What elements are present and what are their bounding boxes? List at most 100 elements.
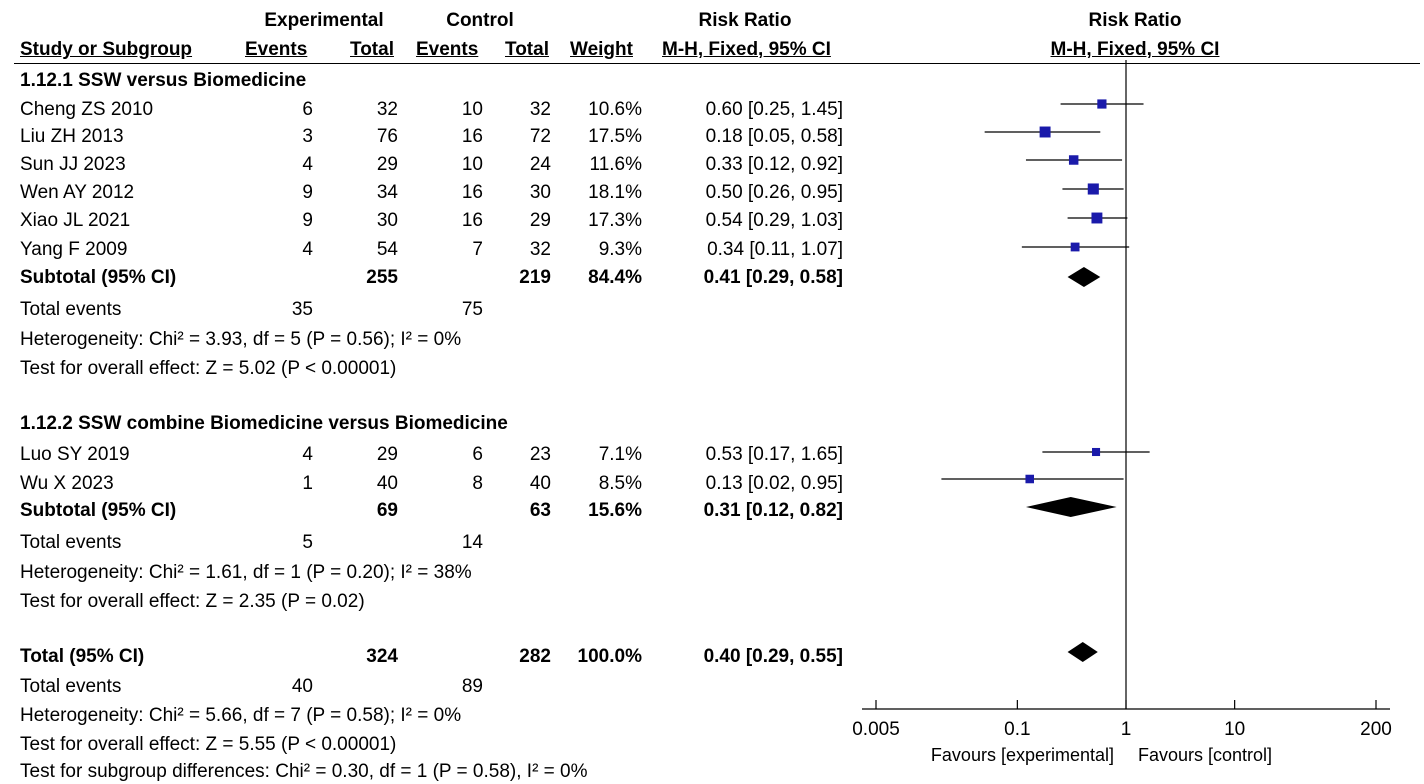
subtotal-weight: 84.4% bbox=[588, 267, 642, 288]
exp-events: 4 bbox=[302, 239, 313, 260]
subtotal-exp-total: 69 bbox=[376, 500, 398, 521]
exp-total: 40 bbox=[376, 473, 398, 494]
exp-events: 9 bbox=[302, 182, 313, 203]
heterogeneity: Heterogeneity: Chi² = 1.61, df = 1 (P = … bbox=[20, 562, 472, 583]
ctrl-total: 32 bbox=[529, 99, 551, 120]
header-experimental: Experimental bbox=[264, 10, 384, 31]
header-risk-ratio-plot: Risk Ratio bbox=[1088, 10, 1182, 31]
ctrl-events: 10 bbox=[461, 99, 483, 120]
total-events-ctrl: 14 bbox=[461, 532, 483, 553]
study-name: Cheng ZS 2010 bbox=[20, 99, 154, 120]
exp-events: 6 bbox=[302, 99, 313, 120]
header-method: M-H, Fixed, 95% CI bbox=[662, 39, 831, 60]
total-ctrl-total: 282 bbox=[519, 646, 551, 667]
effect-square bbox=[1091, 212, 1103, 224]
total-events-ctrl: 89 bbox=[461, 676, 483, 697]
pooled-diamond bbox=[1067, 267, 1101, 287]
x-axis-tick-label: 200 bbox=[1360, 719, 1392, 740]
overall-effect: Test for overall effect: Z = 5.55 (P < 0… bbox=[20, 734, 397, 755]
effect-square bbox=[1097, 99, 1107, 109]
study-name: Wen AY 2012 bbox=[20, 182, 135, 203]
header-risk-ratio: Risk Ratio bbox=[698, 10, 792, 31]
effect-square bbox=[1092, 447, 1101, 457]
ctrl-events: 6 bbox=[472, 444, 483, 465]
total-events-label: Total events bbox=[20, 299, 122, 320]
subtotal-ctrl-total: 219 bbox=[519, 267, 551, 288]
ctrl-total: 23 bbox=[529, 444, 551, 465]
header-ctrl-total: Total bbox=[505, 39, 549, 60]
total-events-label: Total events bbox=[20, 676, 122, 697]
ctrl-events: 16 bbox=[461, 126, 483, 147]
pooled-diamond bbox=[1067, 642, 1098, 662]
exp-events: 1 bbox=[302, 473, 313, 494]
pooled-diamond bbox=[1025, 497, 1117, 517]
exp-total: 54 bbox=[376, 239, 398, 260]
risk-ratio-ci: 0.54 [0.29, 1.03] bbox=[705, 210, 843, 231]
risk-ratio-ci: 0.34 [0.11, 1.07] bbox=[707, 239, 843, 260]
study-name: Yang F 2009 bbox=[20, 239, 128, 260]
exp-total: 34 bbox=[376, 182, 398, 203]
favours-control-label: Favours [control] bbox=[1138, 745, 1272, 765]
ctrl-total: 24 bbox=[529, 154, 551, 175]
exp-total: 29 bbox=[376, 154, 398, 175]
weight: 8.5% bbox=[598, 473, 642, 494]
heterogeneity: Heterogeneity: Chi² = 5.66, df = 7 (P = … bbox=[20, 705, 462, 726]
study-name: Luo SY 2019 bbox=[20, 444, 130, 465]
total-events-ctrl: 75 bbox=[461, 299, 483, 320]
subtotal-label: Subtotal (95% CI) bbox=[20, 500, 177, 521]
subtotal-ctrl-total: 63 bbox=[529, 500, 551, 521]
header-weight: Weight bbox=[570, 39, 633, 60]
exp-total: 30 bbox=[376, 210, 398, 231]
total-events-exp: 40 bbox=[291, 676, 313, 697]
weight: 11.6% bbox=[589, 154, 642, 175]
ctrl-total: 32 bbox=[529, 239, 551, 260]
weight: 17.3% bbox=[588, 210, 642, 231]
ctrl-total: 72 bbox=[529, 126, 551, 147]
header-control: Control bbox=[446, 10, 514, 31]
weight: 10.6% bbox=[588, 99, 642, 120]
total-events-exp: 35 bbox=[291, 299, 313, 320]
x-axis-tick-label: 0.005 bbox=[852, 719, 900, 740]
total-exp-total: 324 bbox=[366, 646, 398, 667]
exp-events: 9 bbox=[302, 210, 313, 231]
total-label: Total (95% CI) bbox=[20, 646, 145, 667]
ctrl-events: 16 bbox=[461, 210, 483, 231]
risk-ratio-ci: 0.18 [0.05, 0.58] bbox=[705, 126, 843, 147]
group-title: 1.12.1 SSW versus Biomedicine bbox=[20, 70, 307, 91]
study-name: Liu ZH 2013 bbox=[20, 126, 124, 147]
effect-square bbox=[1039, 126, 1051, 138]
exp-events: 4 bbox=[302, 444, 313, 465]
heterogeneity: Heterogeneity: Chi² = 3.93, df = 5 (P = … bbox=[20, 329, 462, 350]
subtotal-exp-total: 255 bbox=[366, 267, 398, 288]
total-events-exp: 5 bbox=[302, 532, 313, 553]
x-axis-tick-label: 10 bbox=[1224, 719, 1245, 740]
header-exp-total: Total bbox=[350, 39, 394, 60]
total-ci: 0.40 [0.29, 0.55] bbox=[703, 646, 843, 667]
ctrl-total: 30 bbox=[529, 182, 551, 203]
subtotal-ci: 0.41 [0.29, 0.58] bbox=[703, 267, 843, 288]
header-ctrl-events: Events bbox=[416, 39, 479, 60]
x-axis-tick-label: 0.1 bbox=[1004, 719, 1030, 740]
ctrl-events: 16 bbox=[461, 182, 483, 203]
header-rule bbox=[14, 63, 1420, 64]
x-axis-tick-label: 1 bbox=[1121, 719, 1132, 740]
exp-total: 29 bbox=[376, 444, 398, 465]
favours-experimental-label: Favours [experimental] bbox=[931, 745, 1114, 765]
header-method-plot: M-H, Fixed, 95% CI bbox=[1050, 39, 1220, 60]
effect-square bbox=[1068, 155, 1079, 165]
exp-events: 4 bbox=[302, 154, 313, 175]
weight: 7.1% bbox=[598, 444, 642, 465]
subgroup-differences: Test for subgroup differences: Chi² = 0.… bbox=[20, 761, 588, 782]
subtotal-ci: 0.31 [0.12, 0.82] bbox=[703, 500, 843, 521]
effect-square bbox=[1070, 242, 1080, 252]
study-name: Sun JJ 2023 bbox=[20, 154, 126, 175]
weight: 18.1% bbox=[588, 182, 642, 203]
group-title: 1.12.2 SSW combine Biomedicine versus Bi… bbox=[20, 413, 508, 434]
header-study: Study or Subgroup bbox=[20, 39, 193, 60]
risk-ratio-ci: 0.50 [0.26, 0.95] bbox=[705, 182, 843, 203]
effect-square bbox=[1025, 474, 1035, 484]
ctrl-events: 7 bbox=[472, 239, 483, 260]
study-name: Wu X 2023 bbox=[20, 473, 114, 494]
risk-ratio-ci: 0.33 [0.12, 0.92] bbox=[705, 154, 843, 175]
